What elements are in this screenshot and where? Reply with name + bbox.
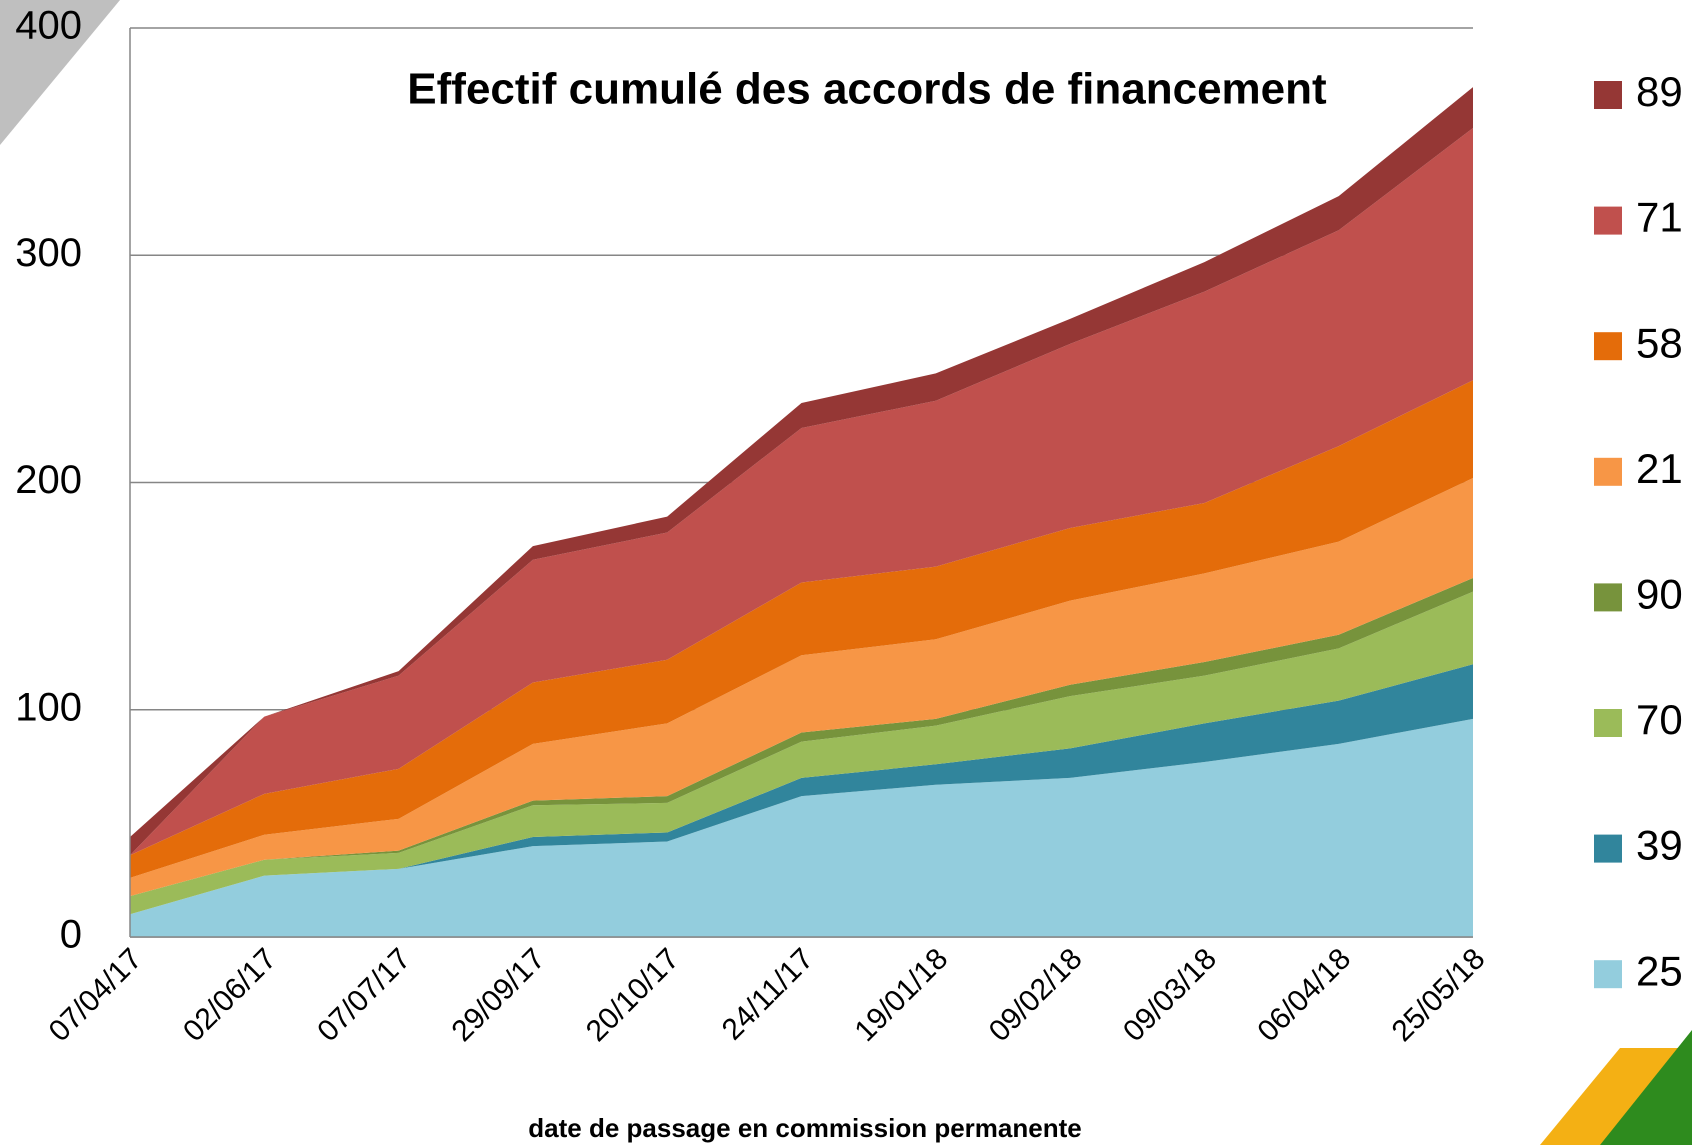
y-tick-label: 0 <box>60 913 82 957</box>
legend-swatch <box>1594 458 1622 486</box>
legend-swatch <box>1594 207 1622 235</box>
legend-swatch <box>1594 709 1622 737</box>
legend-label: 71 <box>1636 194 1683 241</box>
x-tick-label: 07/04/17 <box>43 942 149 1048</box>
y-tick-label: 200 <box>15 458 82 502</box>
y-tick-label: 100 <box>15 685 82 729</box>
x-tick-label: 02/06/17 <box>177 942 283 1048</box>
y-tick-label: 300 <box>15 231 82 275</box>
x-tick-label: 29/09/17 <box>446 942 552 1048</box>
x-tick-label: 06/04/18 <box>1251 942 1357 1048</box>
x-tick-label: 25/05/18 <box>1386 942 1492 1048</box>
x-tick-label: 20/10/17 <box>580 942 686 1048</box>
x-tick-label: 24/11/17 <box>716 942 820 1046</box>
x-tick-label: 07/07/17 <box>311 942 417 1048</box>
x-axis-label: date de passage en commission permanente <box>528 1113 1081 1143</box>
y-tick-label: 400 <box>15 4 82 48</box>
legend-swatch <box>1594 332 1622 360</box>
legend-swatch <box>1594 81 1622 109</box>
chart-title: Effectif cumulé des accords de financeme… <box>407 65 1327 114</box>
x-tick-label: 19/01/18 <box>848 942 954 1048</box>
chart: 0 100 200 300 400 07/04/17 02/06/17 07/07/17 29/… <box>0 0 1692 1145</box>
legend-label: 25 <box>1636 947 1683 994</box>
legend-swatch <box>1594 583 1622 611</box>
legend-label: 21 <box>1636 445 1683 492</box>
legend-label: 58 <box>1636 319 1683 366</box>
x-tick-label: 09/02/18 <box>983 942 1089 1048</box>
legend-swatch <box>1594 835 1622 863</box>
legend-label: 89 <box>1636 68 1683 115</box>
page: 0 100 200 300 400 07/04/17 02/06/17 07/07/17 29/… <box>0 0 1692 1145</box>
legend-label: 39 <box>1636 822 1683 869</box>
legend-swatch <box>1594 960 1622 988</box>
x-tick-label: 09/03/18 <box>1117 942 1223 1048</box>
legend-label: 90 <box>1636 570 1683 617</box>
plot-area: 0 100 200 300 400 07/04/17 02/06/17 07/07/17 29/… <box>15 4 1491 1049</box>
legend-label: 70 <box>1636 696 1683 743</box>
